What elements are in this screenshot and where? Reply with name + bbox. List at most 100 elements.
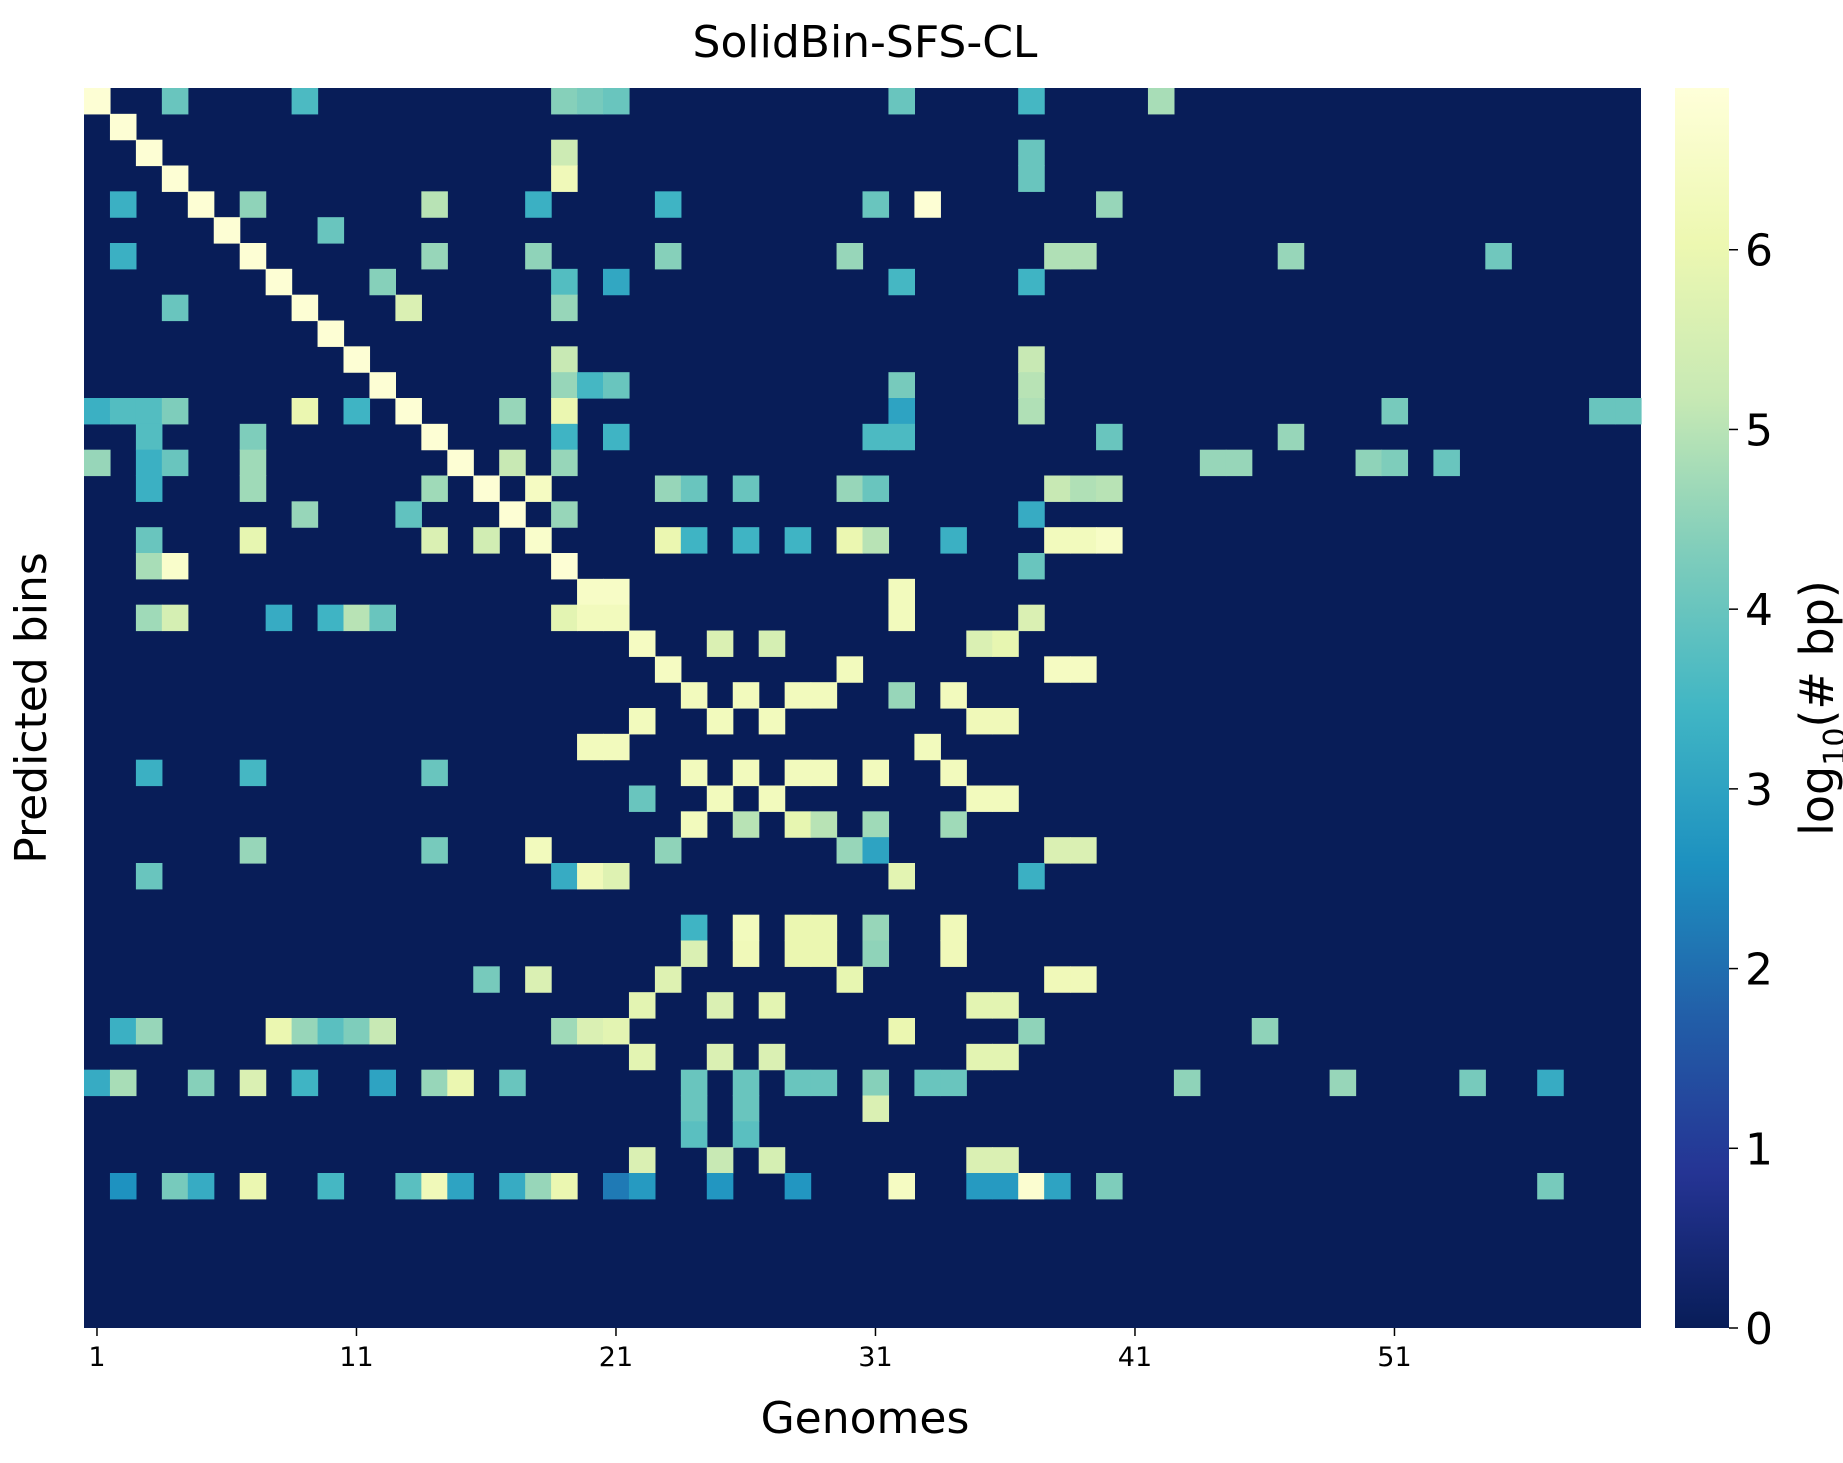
heatmap-cell bbox=[447, 1069, 474, 1097]
heatmap-cell bbox=[1044, 1173, 1071, 1200]
heatmap-cell bbox=[291, 1018, 319, 1045]
heatmap-cell bbox=[758, 630, 786, 657]
heatmap-cell bbox=[603, 372, 630, 399]
heatmap-cell bbox=[187, 1069, 215, 1097]
heatmap-cell bbox=[784, 682, 812, 709]
heatmap-cell bbox=[888, 88, 915, 115]
heatmap-cell bbox=[836, 656, 864, 683]
heatmap-cell bbox=[1589, 398, 1616, 425]
heatmap-cell bbox=[862, 914, 890, 942]
heatmap-cell bbox=[551, 139, 578, 167]
heatmap-cell bbox=[862, 423, 890, 451]
heatmap-cell bbox=[551, 423, 578, 451]
heatmap-cell bbox=[1018, 372, 1045, 399]
heatmap-cell bbox=[187, 1173, 215, 1200]
heatmap-cell bbox=[603, 733, 630, 761]
heatmap-cell bbox=[577, 1018, 604, 1045]
heatmap-cell bbox=[862, 527, 890, 554]
heatmap-cell bbox=[914, 733, 941, 761]
heatmap-cell bbox=[732, 1069, 760, 1097]
heatmap-cell bbox=[888, 604, 915, 632]
heatmap-cells bbox=[84, 88, 1642, 1200]
heatmap-cell bbox=[161, 88, 189, 115]
heatmap-cell bbox=[603, 604, 630, 632]
heatmap-cell bbox=[109, 398, 137, 425]
heatmap-cell bbox=[525, 475, 552, 502]
heatmap-cell bbox=[1070, 656, 1097, 683]
heatmap-cell bbox=[862, 1069, 890, 1097]
heatmap-cell bbox=[499, 1069, 526, 1097]
heatmap-background bbox=[84, 88, 1641, 1328]
heatmap-cell bbox=[499, 449, 526, 477]
heatmap-cell bbox=[992, 1043, 1019, 1071]
heatmap-cell bbox=[525, 243, 552, 270]
heatmap-cell bbox=[888, 682, 915, 709]
heatmap-cell bbox=[473, 475, 500, 502]
heatmap-cell bbox=[758, 992, 786, 1019]
heatmap-cell bbox=[940, 940, 967, 967]
heatmap-cell bbox=[291, 1069, 319, 1097]
heatmap-cell bbox=[84, 398, 111, 425]
heatmap-cell bbox=[161, 294, 189, 322]
heatmap-cell bbox=[369, 604, 396, 632]
heatmap-cell bbox=[369, 1069, 396, 1097]
heatmap-cell bbox=[551, 863, 578, 890]
heatmap-cell bbox=[992, 1147, 1019, 1174]
heatmap-cell bbox=[473, 966, 500, 993]
heatmap-cell bbox=[654, 475, 682, 502]
heatmap-cell bbox=[654, 966, 682, 993]
heatmap-cell bbox=[551, 268, 578, 296]
heatmap-cell bbox=[810, 811, 838, 838]
heatmap-cell bbox=[706, 1147, 734, 1174]
heatmap-cell bbox=[135, 759, 163, 787]
heatmap-cell bbox=[706, 1043, 734, 1071]
heatmap-cell bbox=[992, 992, 1019, 1019]
heatmap-cell bbox=[239, 1069, 267, 1097]
heatmap-cell bbox=[577, 863, 604, 890]
heatmap-cell bbox=[291, 501, 319, 528]
heatmap-cell bbox=[914, 1069, 941, 1097]
heatmap-cell bbox=[343, 604, 371, 632]
heatmap-cell bbox=[732, 1095, 760, 1122]
heatmap-cell bbox=[577, 604, 604, 632]
heatmap-cell bbox=[161, 553, 189, 580]
heatmap-cell bbox=[940, 759, 967, 787]
x-axis-ticks: 1 11 21 31 41 51 bbox=[88, 1328, 1412, 1373]
heatmap-cell bbox=[239, 1173, 267, 1200]
heatmap-cell bbox=[499, 1173, 526, 1200]
heatmap-cell bbox=[1070, 966, 1097, 993]
heatmap-cell bbox=[239, 837, 267, 864]
heatmap-cell bbox=[343, 1018, 371, 1045]
heatmap-cell bbox=[966, 630, 993, 657]
heatmap-cell bbox=[421, 837, 448, 864]
heatmap-cell bbox=[680, 1095, 708, 1122]
heatmap-cell bbox=[551, 398, 578, 425]
heatmap-cell bbox=[1355, 449, 1383, 477]
heatmap-cell bbox=[1070, 243, 1097, 270]
heatmap-cell bbox=[1018, 604, 1045, 632]
heatmap-cell bbox=[1044, 243, 1071, 270]
heatmap-cell bbox=[732, 811, 760, 838]
heatmap-cell bbox=[628, 1147, 656, 1174]
heatmap-cell bbox=[109, 1173, 137, 1200]
heatmap-cell bbox=[447, 449, 474, 477]
heatmap-cell bbox=[551, 165, 578, 192]
heatmap-cell bbox=[966, 1043, 993, 1071]
heatmap-cell bbox=[84, 1069, 111, 1097]
heatmap-cell bbox=[603, 1018, 630, 1045]
heatmap-cell bbox=[1018, 139, 1045, 167]
heatmap-cell bbox=[888, 398, 915, 425]
heatmap-cell bbox=[551, 1173, 578, 1200]
heatmap-cell bbox=[706, 785, 734, 812]
heatmap-cell bbox=[966, 785, 993, 812]
heatmap-cell bbox=[836, 837, 864, 864]
heatmap-cell bbox=[421, 759, 448, 787]
heatmap-cell bbox=[525, 527, 552, 554]
heatmap-cell bbox=[758, 708, 786, 735]
heatmap-cell bbox=[421, 1069, 448, 1097]
heatmap-cell bbox=[499, 398, 526, 425]
heatmap-cell bbox=[1277, 423, 1305, 451]
heatmap-cell bbox=[966, 992, 993, 1019]
heatmap-cell bbox=[109, 1069, 137, 1097]
